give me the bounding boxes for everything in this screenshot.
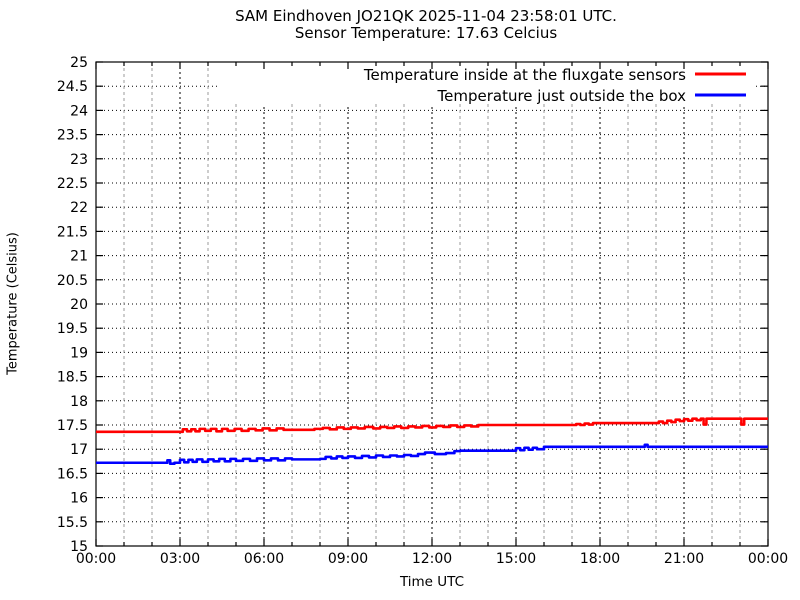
x-tick-label: 18:00 xyxy=(580,551,620,567)
series-line-inside xyxy=(96,417,768,434)
y-tick-label: 15.5 xyxy=(57,515,88,531)
y-tick-label: 23.5 xyxy=(57,128,88,144)
x-tick-label: 21:00 xyxy=(664,551,704,567)
series-line-outside xyxy=(96,443,768,466)
legend-label-inside: Temperature inside at the fluxgate senso… xyxy=(363,66,686,84)
x-tick-label: 12:00 xyxy=(412,551,452,567)
chart-title: SAM Eindhoven JO21QK 2025-11-04 23:58:01… xyxy=(235,7,617,25)
y-tick-label: 25 xyxy=(70,55,88,71)
y-tick-label: 21.5 xyxy=(57,224,88,240)
x-tick-label: 00:00 xyxy=(76,551,116,567)
x-tick-label: 03:00 xyxy=(160,551,200,567)
y-tick-label: 24.5 xyxy=(57,79,88,95)
y-tick-label: 17.5 xyxy=(57,418,88,434)
y-tick-label: 15 xyxy=(70,539,88,555)
y-tick-label: 18 xyxy=(70,394,88,410)
y-tick-label: 22.5 xyxy=(57,176,88,192)
y-tick-label: 24 xyxy=(70,103,88,119)
y-tick-label: 23 xyxy=(70,152,88,168)
y-tick-label: 18.5 xyxy=(57,370,88,386)
x-tick-label: 15:00 xyxy=(496,551,536,567)
legend: Temperature inside at the fluxgate senso… xyxy=(364,65,686,107)
legend-label-outside: Temperature just outside the box xyxy=(437,87,687,105)
x-tick-label: 00:00 xyxy=(748,551,788,567)
y-tick-label: 22 xyxy=(70,200,88,216)
x-tick-label: 09:00 xyxy=(328,551,368,567)
y-tick-label: 16 xyxy=(70,491,88,507)
y-tick-label: 20 xyxy=(70,297,88,313)
y-axis-label: Temperature (Celsius) xyxy=(5,232,21,375)
chart-subtitle: Sensor Temperature: 17.63 Celcius xyxy=(294,24,558,42)
y-tick-label: 21 xyxy=(70,249,88,265)
y-tick-label: 19 xyxy=(70,345,88,361)
y-tick-label: 20.5 xyxy=(57,273,88,289)
x-tick-label: 06:00 xyxy=(244,551,284,567)
y-tick-label: 19.5 xyxy=(57,321,88,337)
x-axis-label: Time UTC xyxy=(399,574,465,590)
y-tick-label: 16.5 xyxy=(57,466,88,482)
legend-mask xyxy=(220,64,753,104)
y-tick-label: 17 xyxy=(70,442,88,458)
